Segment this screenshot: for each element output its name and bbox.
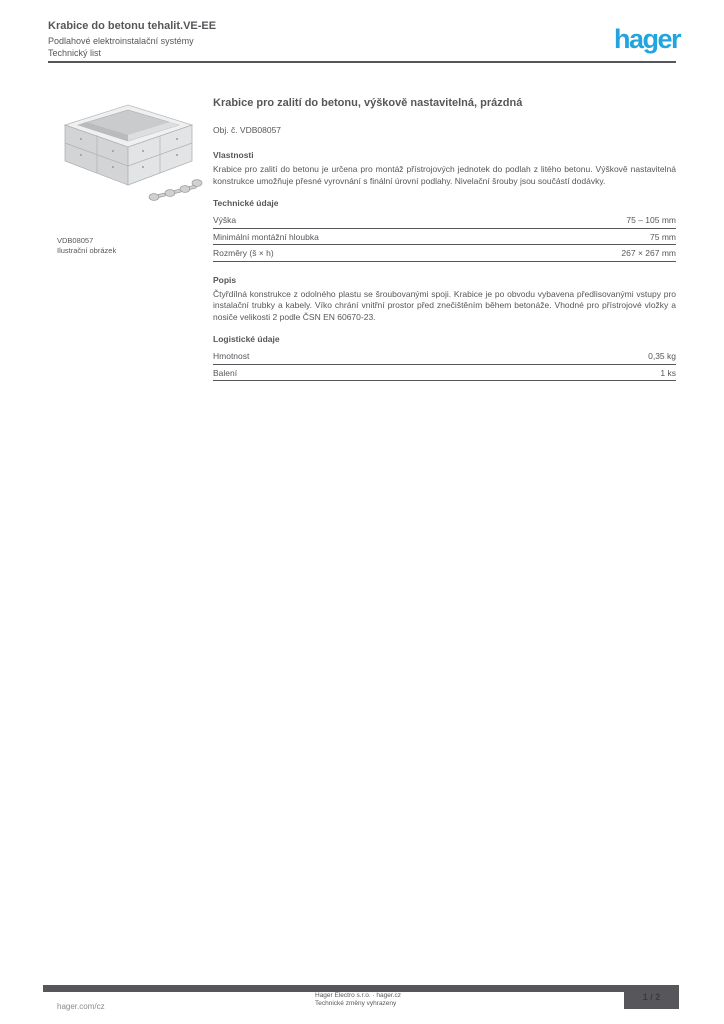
spec-value: 75 mm — [650, 231, 676, 242]
spec-row-height: Výška 75 – 105 mm — [213, 212, 676, 229]
product-title: Krabice pro zalití do betonu, výškově na… — [213, 97, 523, 109]
spec-value: 75 – 105 mm — [626, 215, 676, 225]
spec-label: Rozměry (š × h) — [213, 248, 274, 258]
spec-value: 267 × 267 mm — [621, 248, 676, 258]
spec-label: Výška — [213, 215, 237, 225]
header-doc-type: Technický list — [48, 48, 102, 58]
logistics-rows: Hmotnost 0,35 kg Balení 1 ks — [213, 348, 676, 381]
figure-note: Ilustrační obrázek — [57, 246, 117, 256]
section-features-heading: Vlastnosti — [213, 150, 254, 160]
section-tech-heading: Technické údaje — [213, 198, 279, 208]
spec-label: Hmotnost — [213, 351, 250, 361]
spec-value: 1 ks — [660, 367, 676, 378]
header-divider — [48, 61, 676, 63]
product-reference: Obj. č. VDB08057 — [213, 125, 282, 135]
spec-label: Balení — [213, 367, 238, 378]
header-product-family: Krabice do betonu tehalit.VE-EE — [48, 20, 217, 32]
header-category: Podlahové elektroinstalační systémy — [48, 35, 194, 46]
header-block: Krabice do betonu tehalit.VE-EE Podlahov… — [48, 20, 216, 59]
figure-ref: VDB08057 — [57, 236, 94, 245]
features-text: Krabice pro zalití do betonu je určena p… — [213, 164, 676, 186]
product-image — [63, 104, 203, 201]
footer-website-link[interactable]: hager.com/cz — [57, 994, 168, 1018]
footer-company-line: Hager Electro s.r.o. · hager.cz — [315, 992, 401, 999]
spec-value: 0,35 kg — [648, 351, 676, 361]
footer-bar — [43, 985, 624, 992]
description-text: Čtyřdílná konstrukce z odolného plastu s… — [213, 288, 676, 322]
footer-page-badge: 1 / 2 — [624, 985, 679, 1009]
spec-column: Krabice pro zalití do betonu, výškově na… — [213, 97, 676, 394]
spec-label: Minimální montážní hloubka — [213, 231, 319, 242]
section-description-heading: Popis — [213, 274, 237, 285]
spec-row-min-depth: Minimální montážní hloubka 75 mm — [213, 229, 676, 245]
product-figure: VDB08057 Ilustrační obrázek — [57, 95, 205, 255]
tech-rows: Výška 75 – 105 mm Minimální montážní hlo… — [213, 212, 676, 262]
hager-logo: hager — [613, 24, 682, 54]
section-logistics-heading: Logistické údaje — [213, 334, 280, 344]
spec-row-packaging: Balení 1 ks — [213, 365, 676, 381]
footer-info: Hager Electro s.r.o. · hager.cz Technick… — [315, 992, 475, 1008]
spec-row-dimensions: Rozměry (š × h) 267 × 267 mm — [213, 245, 676, 262]
figure-caption: VDB08057 Ilustrační obrázek — [57, 236, 116, 256]
footer-disclaimer-line: Technické změny vyhrazeny — [315, 1000, 397, 1008]
spec-row-weight: Hmotnost 0,35 kg — [213, 348, 676, 365]
